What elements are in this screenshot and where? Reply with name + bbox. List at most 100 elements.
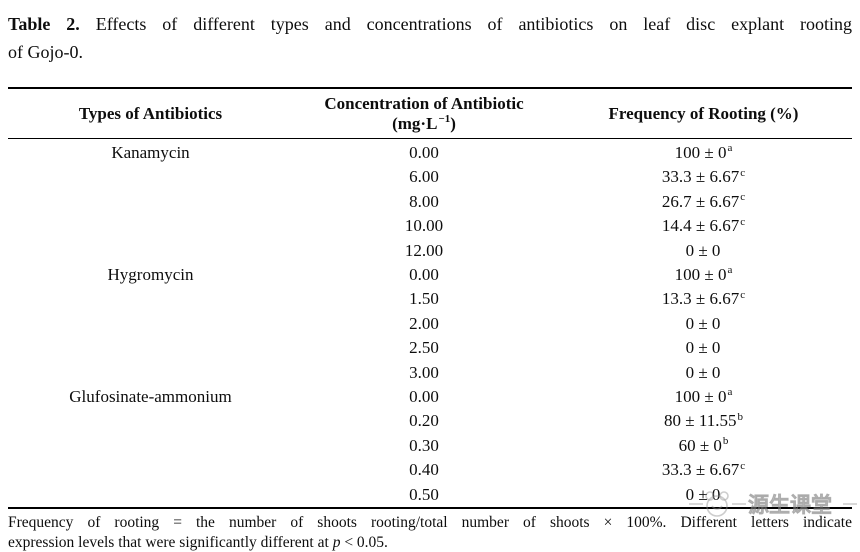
significance-letter: a — [727, 264, 733, 277]
frequency-value: 33.3 ± 6.67 — [661, 460, 740, 480]
frequency-value: 0 ± 0 — [685, 362, 721, 382]
antibiotic-type-cell — [8, 409, 293, 433]
table-row: 6.00 33.3 ± 6.67c — [8, 165, 852, 189]
frequency-cell: 0 ± 0 — [555, 483, 852, 508]
caption-label: Table 2. — [8, 14, 80, 34]
concentration-cell: 12.00 — [404, 240, 444, 260]
col-header-types: Types of Antibiotics — [8, 88, 293, 139]
p-value-symbol: p — [332, 533, 341, 551]
frequency-value: 33.3 ± 6.67 — [661, 167, 740, 187]
frequency-cell: 100 ± 0a — [555, 139, 852, 166]
table-caption: Table 2. Effects of different types and … — [8, 10, 852, 66]
significance-letter: a — [727, 386, 733, 399]
table-row: 3.00 0 ± 0 — [8, 361, 852, 385]
table-row: 2.50 0 ± 0 — [8, 336, 852, 360]
frequency-value: 26.7 ± 6.67 — [661, 191, 740, 211]
concentration-cell: 0.30 — [409, 435, 439, 455]
antibiotic-type-cell: Glufosinate-ammonium — [69, 387, 232, 407]
frequency-value: 100 ± 0 — [674, 143, 727, 162]
significance-letter: a — [727, 142, 733, 155]
concentration-cell: 0.50 — [409, 484, 439, 504]
frequency-value: 14.4 ± 6.67 — [661, 216, 740, 236]
col-header-frequency: Frequency of Rooting (%) — [555, 88, 852, 139]
frequency-cell: 80 ± 11.55b — [555, 409, 852, 433]
frequency-cell: 100 ± 0a — [555, 385, 852, 409]
frequency-value: 13.3 ± 6.67 — [661, 289, 740, 309]
footnote-line-1: Frequency of rooting = the number of sho… — [8, 514, 852, 532]
antibiotic-type-cell — [8, 312, 293, 336]
frequency-value: 100 ± 0 — [674, 387, 727, 407]
frequency-cell: 13.3 ± 6.67c — [555, 287, 852, 311]
table-row: 12.00 0 ± 0 — [8, 239, 852, 263]
caption-line-1: Table 2. Effects of different types and … — [8, 10, 852, 38]
frequency-value: 0 ± 0 — [685, 240, 721, 260]
concentration-cell: 6.00 — [409, 167, 439, 187]
significance-letter: c — [740, 459, 746, 472]
significance-letter: c — [740, 166, 746, 179]
antibiotic-type-cell — [8, 458, 293, 482]
frequency-cell: 0 ± 0 — [555, 361, 852, 385]
footnote-line-2: expression levels that were significantl… — [8, 533, 852, 552]
antibiotic-type-cell: Hygromycin — [107, 265, 194, 285]
concentration-cell: 2.00 — [409, 313, 439, 333]
table-row: 2.00 0 ± 0 — [8, 312, 852, 336]
concentration-cell: 1.50 — [409, 289, 439, 309]
table-row: 1.50 13.3 ± 6.67c — [8, 287, 852, 311]
frequency-cell: 60 ± 0b — [555, 434, 852, 458]
table-row: 0.50 0 ± 0 — [8, 483, 852, 508]
concentration-cell: 0.00 — [409, 387, 439, 407]
antibiotic-type-cell — [8, 190, 293, 214]
frequency-cell: 0 ± 0 — [555, 239, 852, 263]
antibiotic-type-cell — [8, 361, 293, 385]
table-row: Glufosinate-ammonium 0.00 100 ± 0a — [8, 385, 852, 409]
table-footnote: Frequency of rooting = the number of sho… — [8, 513, 852, 552]
concentration-cell: 0.00 — [409, 265, 439, 285]
frequency-cell: 14.4 ± 6.67c — [555, 214, 852, 238]
table-row: 0.40 33.3 ± 6.67c — [8, 458, 852, 482]
frequency-cell: 33.3 ± 6.67c — [555, 458, 852, 482]
footnote-text-end: < 0.05. — [340, 533, 388, 551]
concentration-cell: 0.40 — [409, 460, 439, 480]
antibiotic-type-cell — [8, 239, 293, 263]
frequency-value: 60 ± 0 — [678, 435, 722, 455]
antibiotic-type-cell — [8, 336, 293, 360]
frequency-value: 0 ± 0 — [685, 484, 721, 504]
frequency-value: 0 ± 0 — [685, 313, 721, 333]
unit-prefix: (mg·L — [392, 114, 438, 133]
significance-letter: c — [740, 215, 746, 228]
significance-letter: c — [740, 191, 746, 204]
antibiotic-type-cell — [8, 165, 293, 189]
table-row: 10.00 14.4 ± 6.67c — [8, 214, 852, 238]
concentration-cell: 3.00 — [409, 362, 439, 382]
table-row: 0.30 60 ± 0b — [8, 434, 852, 458]
significance-letter: c — [740, 288, 746, 301]
table-row: Hygromycin 0.00 100 ± 0a — [8, 263, 852, 287]
frequency-cell: 100 ± 0a — [555, 263, 852, 287]
concentration-cell: 8.00 — [409, 191, 439, 211]
frequency-cell: 0 ± 0 — [555, 336, 852, 360]
significance-letter: b — [737, 410, 743, 423]
table-row: 0.20 80 ± 11.55b — [8, 409, 852, 433]
col-header-concentration: Concentration of Antibiotic (mg·L−1) — [293, 88, 555, 139]
frequency-value: 100 ± 0 — [674, 265, 727, 285]
antibiotic-type-cell — [8, 483, 293, 508]
significance-letter: b — [722, 435, 729, 448]
concentration-cell: 0.00 — [409, 143, 439, 162]
table-row: 8.00 26.7 ± 6.67c — [8, 190, 852, 214]
caption-text: Effects of different types and concentra… — [95, 14, 853, 34]
antibiotic-type-cell — [8, 434, 293, 458]
col-header-unit: (mg·L−1) — [392, 114, 456, 133]
frequency-cell: 33.3 ± 6.67c — [555, 165, 852, 189]
frequency-value: 80 ± 11.55 — [664, 411, 737, 431]
unit-superscript: −1 — [438, 113, 451, 126]
unit-suffix: ) — [450, 114, 456, 133]
antibiotics-rooting-table: Types of Antibiotics Concentration of An… — [8, 87, 852, 510]
frequency-value: 0 ± 0 — [685, 338, 721, 358]
concentration-cell: 0.20 — [409, 411, 439, 431]
antibiotic-type-cell — [8, 214, 293, 238]
concentration-cell: 2.50 — [409, 338, 439, 358]
antibiotic-type-cell — [8, 287, 293, 311]
antibiotic-type-cell: Kanamycin — [111, 143, 190, 162]
footnote-text: expression levels that were significantl… — [8, 533, 333, 551]
